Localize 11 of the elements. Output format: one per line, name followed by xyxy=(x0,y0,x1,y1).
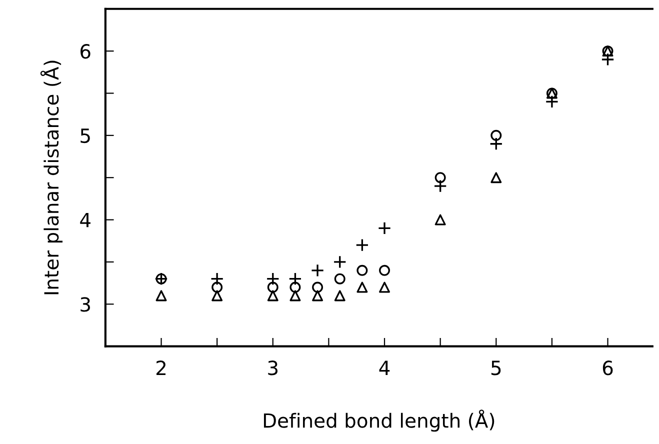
x-axis-title: Defined bond length (Å) xyxy=(264,410,494,432)
y-tick-label: 4 xyxy=(80,212,90,228)
x-tick-label: 2 xyxy=(156,360,166,375)
x-tick-label: 4 xyxy=(379,360,390,375)
y-tick-label: 3 xyxy=(80,297,90,312)
y-axis-title: Inter planar distance (Å) xyxy=(40,60,63,294)
x-tick-label: 5 xyxy=(491,360,501,376)
x-tick-label: 3 xyxy=(268,360,278,376)
y-tick-label: 5 xyxy=(80,128,90,144)
x-tick-label: 6 xyxy=(602,360,613,376)
y-tick-label: 6 xyxy=(80,44,90,59)
